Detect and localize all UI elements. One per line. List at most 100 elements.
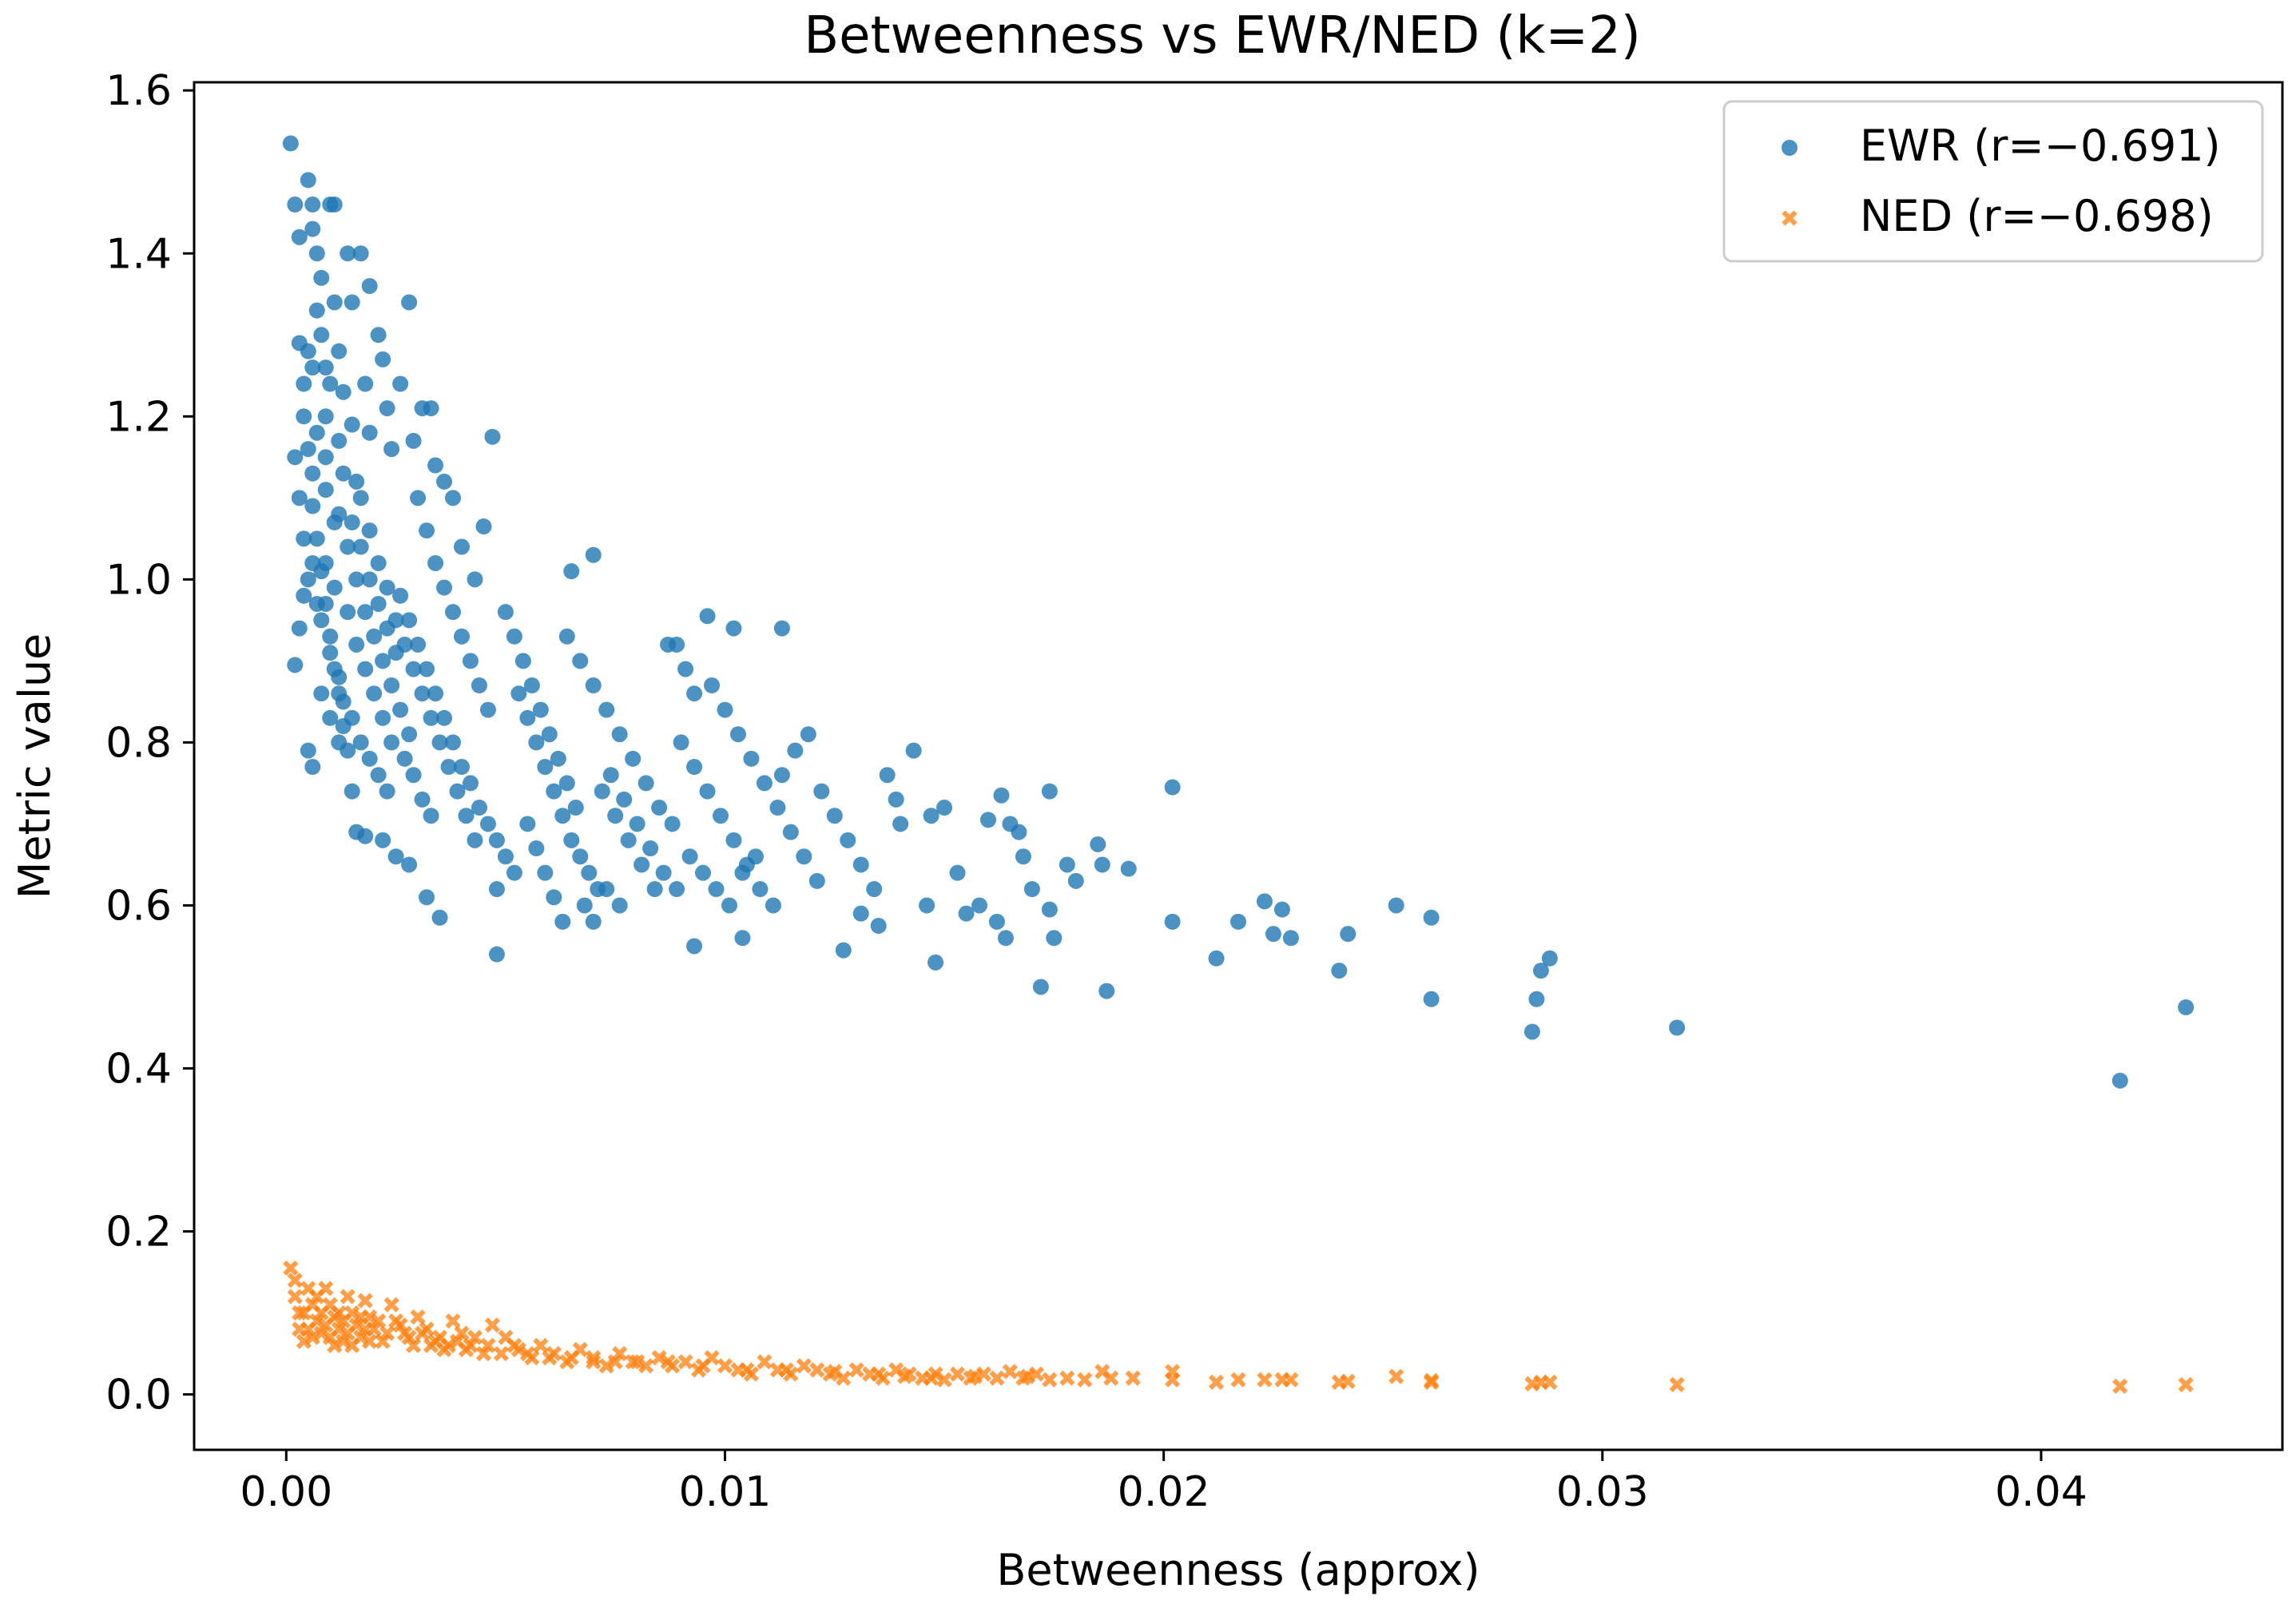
ewr-point [300, 343, 316, 359]
ned-point [401, 1329, 417, 1345]
ewr-point [546, 889, 562, 906]
ewr-point [919, 897, 935, 914]
ewr-point [296, 375, 312, 392]
ewr-point [304, 465, 321, 482]
ned-point [1002, 1364, 1019, 1380]
ewr-point [401, 726, 418, 743]
ewr-point [743, 750, 760, 767]
ned-point [292, 1304, 308, 1321]
ned-point [809, 1362, 825, 1378]
ewr-point [558, 628, 575, 645]
ewr-point [773, 620, 790, 637]
ewr-point [335, 693, 352, 710]
ned-point [344, 1337, 360, 1354]
ewr-point [326, 579, 343, 596]
ewr-point [669, 636, 685, 653]
legend-marker-ned [1782, 210, 1797, 226]
ewr-point [590, 881, 606, 898]
ewr-point [344, 709, 360, 726]
ewr-point [357, 375, 374, 392]
ewr-point [695, 864, 712, 881]
ned-point [454, 1325, 470, 1341]
ewr-point [375, 709, 391, 726]
ned-point [322, 1329, 338, 1345]
ned-point [607, 1354, 623, 1370]
ewr-point [510, 685, 527, 702]
ned-point [989, 1370, 1005, 1386]
ewr-point [699, 783, 716, 800]
ned-point [796, 1358, 812, 1374]
ewr-point [1282, 930, 1299, 947]
ned-point [598, 1358, 614, 1374]
ewr-point [686, 685, 703, 702]
ewr-point [340, 245, 356, 262]
ewr-point [317, 408, 334, 425]
ewr-point [322, 645, 339, 661]
ewr-point [1208, 950, 1225, 967]
ewr-point [375, 351, 391, 367]
ewr-point [1523, 1023, 1540, 1040]
ewr-point [375, 832, 391, 848]
ewr-point [971, 897, 987, 914]
ewr-point [721, 897, 737, 914]
ewr-point [291, 620, 308, 637]
ned-point [533, 1337, 549, 1354]
y-tick-label: 0.2 [105, 1209, 172, 1257]
ewr-point [563, 832, 580, 848]
ewr-point [431, 909, 448, 926]
ewr-point [383, 677, 400, 693]
ned-point [445, 1313, 461, 1329]
ewr-point [1067, 872, 1084, 889]
ewr-point [558, 775, 575, 792]
ned-point [287, 1272, 303, 1288]
ewr-point [747, 848, 764, 865]
ned-point [475, 1345, 492, 1362]
ewr-point [375, 653, 391, 669]
ned-point [362, 1333, 378, 1349]
y-axis-title: Metric value [10, 633, 60, 899]
ewr-point [357, 661, 374, 677]
ewr-point [419, 522, 435, 539]
ewr-point [554, 808, 571, 824]
ned-point [695, 1358, 711, 1374]
series-ned [283, 1260, 2194, 1395]
ned-point [313, 1304, 329, 1321]
ewr-point [462, 653, 479, 669]
ned-point [336, 1313, 352, 1329]
ned-point [949, 1366, 966, 1382]
ewr-point [537, 759, 554, 776]
ewr-point [361, 278, 378, 295]
ewr-point [866, 881, 883, 898]
ned-point [506, 1337, 522, 1354]
ewr-point [651, 800, 668, 816]
ewr-point [585, 677, 602, 693]
ewr-point [427, 685, 444, 702]
ned-point [717, 1358, 733, 1374]
ewr-point [440, 759, 457, 776]
ewr-point [634, 856, 650, 873]
ewr-point [379, 579, 395, 596]
ewr-point [1331, 963, 1348, 979]
ewr-point [370, 767, 387, 784]
ewr-point [1273, 901, 1290, 918]
ewr-point [607, 808, 624, 824]
ewr-point [296, 587, 312, 604]
ewr-point [387, 848, 404, 865]
ewr-point [734, 864, 751, 881]
ewr-point [308, 595, 325, 612]
ewr-point [523, 677, 540, 693]
ewr-point [528, 840, 545, 857]
ewr-point [291, 490, 308, 506]
ned-point [612, 1345, 628, 1362]
ewr-point [471, 800, 487, 816]
ewr-point [611, 897, 628, 914]
ned-point [287, 1288, 303, 1304]
ewr-point [445, 604, 462, 621]
ewr-point [923, 808, 939, 824]
ned-point [318, 1317, 334, 1333]
legend-label-ned: NED (r=−0.698) [1860, 191, 2214, 241]
ewr-point [594, 783, 610, 800]
ned-point [638, 1358, 654, 1374]
ewr-point [352, 734, 369, 751]
ewr-point [304, 359, 321, 376]
